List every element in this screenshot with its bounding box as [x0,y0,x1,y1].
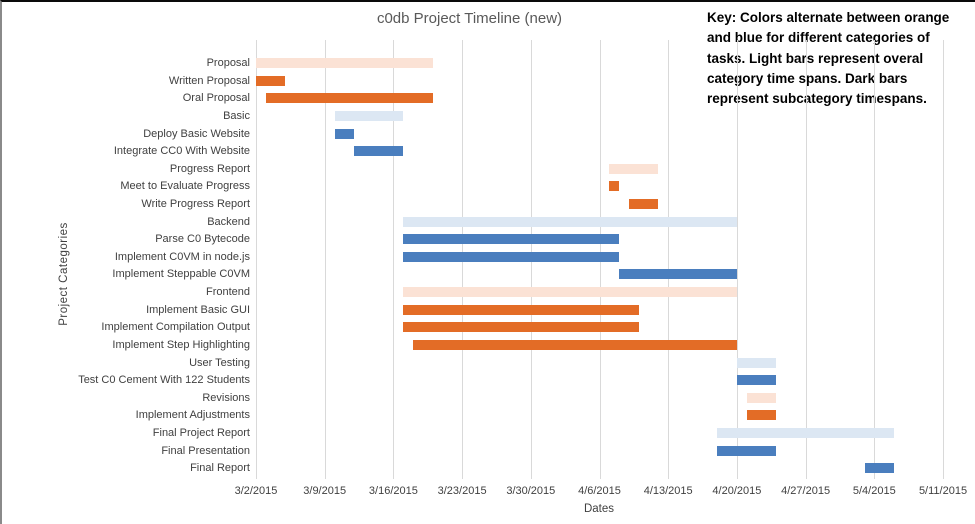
week-gridline [736,40,738,479]
task-row-label: Final Presentation [161,444,250,457]
task-row-label: Implement Steppable C0VM [112,268,250,281]
task-row-label: Implement Basic GUI [146,303,250,316]
task-bar [403,251,620,262]
task-row-label: Written Proposal [168,74,250,87]
week-gridline [668,40,670,479]
task-bar [609,163,659,174]
week-gridline [943,40,944,479]
x-tick-label: 4/6/2015 [578,485,621,497]
task-row-label: Test C0 Cement With 122 Students [78,374,250,387]
task-row-label: User Testing [189,356,250,369]
task-row-label: Implement Compilation Output [101,321,250,334]
week-gridline [256,40,257,479]
task-row-label: Backend [207,215,250,228]
x-axis-title: Dates [583,503,615,515]
task-bar [265,93,433,104]
task-bar [717,428,894,438]
task-row-label: Oral Proposal [182,92,250,105]
x-tick-label: 3/23/2015 [437,485,487,497]
task-bar [736,357,777,368]
task-bar [736,375,777,386]
task-bar [256,75,286,86]
task-row-label: Final Project Report [152,427,250,439]
task-bar [334,110,404,121]
task-bar [717,445,777,456]
task-bar [403,287,737,298]
x-tick-label: 3/2/2015 [234,485,278,497]
week-gridline [874,40,876,479]
task-row-label: Revisions [202,391,250,404]
color-key-note: Key: Colors alternate between orange and… [707,10,950,106]
task-row-label: Parse C0 Bytecode [155,233,250,246]
chart-title: c0db Project Timeline (new) [376,10,563,27]
task-bar [403,322,639,333]
task-bar [746,392,777,403]
x-tick-label: 4/20/2015 [712,485,762,497]
task-bar [619,269,737,280]
task-bar [403,216,737,227]
task-bar [413,339,737,350]
task-row-label: Implement Adjustments [135,409,250,422]
task-bar [609,181,620,192]
x-tick-label: 5/4/2015 [852,485,896,497]
task-bar [334,128,355,139]
task-row-label: Progress Report [169,162,250,175]
task-bar [403,304,639,315]
task-bar [256,58,433,68]
task-row-label: Implement Step Highlighting [112,338,250,351]
task-bar [403,234,620,245]
task-bar [628,199,659,209]
task-row-label: Implement C0VM in node.js [114,250,250,263]
task-bar [864,463,894,474]
week-gridline [324,40,326,479]
week-gridline [805,40,807,479]
x-tick-label: 4/27/2015 [781,485,831,497]
task-row-label: Final Report [190,462,250,475]
x-tick-label: 5/11/2015 [918,485,968,497]
x-tick-label: 3/9/2015 [303,485,347,497]
task-row-label: Proposal [206,57,250,69]
task-row-label: Frontend [205,286,250,299]
x-tick-label: 3/30/2015 [506,485,556,497]
task-row-label: Deploy Basic Website [143,127,250,140]
week-gridline [393,40,395,479]
x-tick-label: 3/16/2015 [368,485,418,497]
x-tick-label: 4/13/2015 [643,485,693,497]
task-bar [746,410,777,421]
task-row-label: Write Progress Report [141,198,250,210]
task-row-label: Basic [223,109,250,122]
task-row-label: Integrate CC0 With Website [113,145,250,158]
task-bar [354,146,404,157]
task-row-label: Meet to Evaluate Progress [120,180,250,193]
